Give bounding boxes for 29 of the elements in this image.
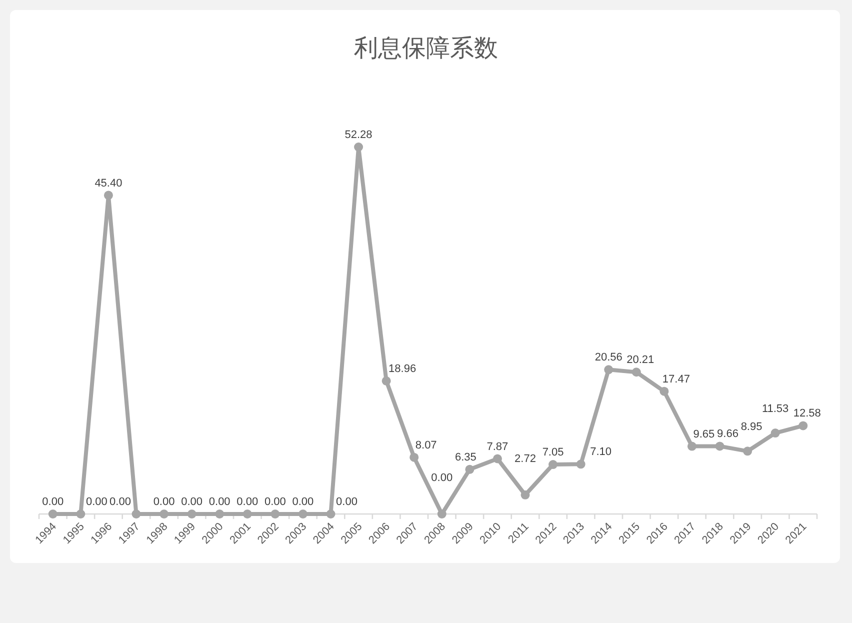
data-label: 0.00 (110, 496, 131, 508)
data-label: 7.05 (542, 446, 564, 458)
data-label: 7.87 (486, 440, 508, 453)
data-label: 9.66 (717, 428, 738, 440)
data-label: 0.00 (292, 496, 314, 508)
data-label: 20.56 (594, 352, 622, 364)
data-label: 0.00 (336, 496, 358, 508)
data-label: 11.53 (762, 403, 789, 416)
data-label: 0.00 (42, 496, 64, 508)
data-label: 0.00 (181, 496, 203, 508)
data-label: 0.00 (86, 496, 108, 508)
data-label: 0.00 (431, 472, 453, 484)
data-label: 0.00 (208, 496, 230, 508)
data-label: 0.00 (264, 496, 286, 508)
data-label: 45.40 (94, 177, 122, 190)
data-label: 0.00 (236, 496, 258, 508)
data-label: 52.28 (344, 129, 372, 141)
data-label: 20.21 (626, 354, 654, 366)
data-label: 7.10 (590, 446, 612, 458)
data-label: 17.47 (662, 373, 690, 386)
data-label: 9.65 (693, 428, 715, 440)
data-label: 8.95 (740, 421, 762, 434)
data-label: 6.35 (454, 451, 476, 464)
title: 利息保障系数 (354, 35, 498, 62)
data-label: 0.00 (153, 496, 175, 508)
data-label: 8.07 (415, 439, 437, 452)
data-label: 18.96 (388, 362, 416, 375)
data-label: 2.72 (514, 452, 536, 465)
data-label: 12.58 (793, 408, 821, 420)
